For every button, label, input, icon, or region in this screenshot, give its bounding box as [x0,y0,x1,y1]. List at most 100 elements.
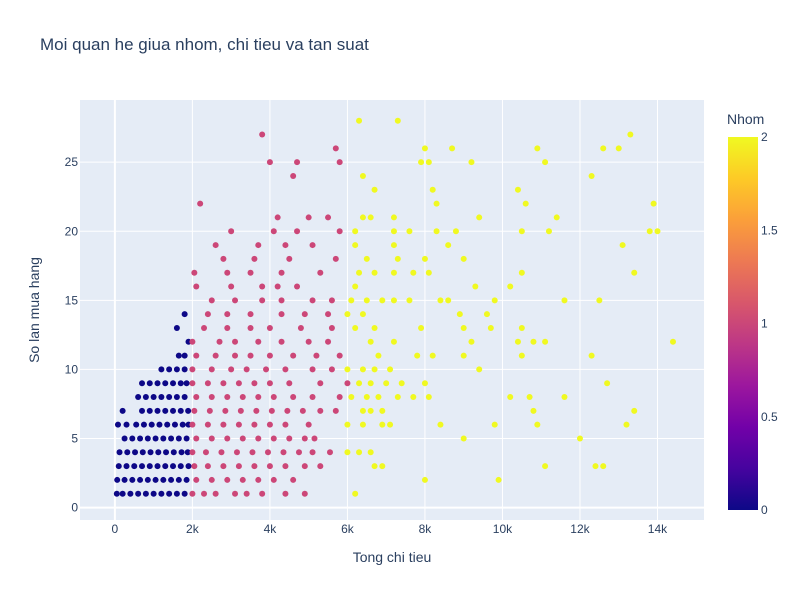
data-point [270,435,277,442]
data-point [255,242,262,249]
data-point [162,380,169,387]
x-tick-label: 10k [493,522,513,536]
chart-title: Moi quan he giua nhom, chi tieu va tan s… [40,35,369,54]
data-point [235,463,242,470]
data-point [476,214,483,221]
data-point [282,490,289,497]
data-point [371,186,378,193]
data-point [561,394,568,401]
data-point [363,297,370,304]
data-point [375,352,382,359]
data-point [270,476,277,483]
data-point [208,394,215,401]
data-point [235,380,242,387]
data-point [274,283,281,290]
data-point [183,435,190,442]
data-point [286,380,293,387]
data-point [247,311,254,318]
data-point [522,200,529,207]
data-point [359,421,366,428]
data-point [282,421,289,428]
data-point [139,407,146,414]
data-point [328,324,335,331]
data-point [394,394,401,401]
data-point [166,366,173,373]
data-point [294,159,301,166]
data-point [175,352,182,359]
data-point [344,311,351,318]
data-point [173,366,180,373]
data-point [121,435,128,442]
data-point [542,338,549,345]
data-point [239,476,246,483]
data-point [189,449,196,456]
data-point [295,449,302,456]
data-point [290,476,297,483]
data-point [344,449,351,456]
data-point [437,297,444,304]
data-point [123,463,130,470]
data-point [144,435,151,442]
data-point [379,421,386,428]
x-tick-label: 4k [264,522,278,536]
data-point [224,435,231,442]
data-point [160,435,167,442]
data-point [398,380,405,387]
data-point [266,421,273,428]
data-point [631,269,638,276]
data-point [189,338,196,345]
data-point [352,324,359,331]
y-tick-label: 15 [65,293,79,307]
data-point [491,297,498,304]
data-point [204,421,211,428]
data-point [379,463,386,470]
data-point [183,380,190,387]
data-point [185,463,192,470]
data-point [290,394,297,401]
data-point [255,476,262,483]
data-point [259,131,266,138]
data-point [328,366,335,373]
data-point [224,324,231,331]
colorbar-tick-label: 1.5 [761,223,778,237]
colorbar-title: Nhom [727,111,764,127]
data-point [476,366,483,373]
data-point [175,476,182,483]
data-point [282,242,289,249]
data-point [137,435,144,442]
data-point [542,159,549,166]
data-point [356,449,363,456]
data-point [253,407,260,414]
data-point [228,283,235,290]
data-point [201,324,208,331]
data-point [239,394,246,401]
data-point [460,352,467,359]
data-point [359,172,366,179]
data-point [232,490,239,497]
data-point [212,242,219,249]
data-point [113,490,120,497]
data-point [212,490,219,497]
data-point [204,380,211,387]
data-point [456,311,463,318]
data-point [259,297,266,304]
data-point [390,338,397,345]
data-point [274,214,281,221]
data-point [553,214,560,221]
data-point [534,145,541,152]
data-point [356,117,363,124]
data-point [144,476,151,483]
data-point [284,407,291,414]
data-point [297,324,304,331]
data-point [344,366,351,373]
data-point [233,449,240,456]
data-point [251,255,258,262]
data-point [390,297,397,304]
data-point [127,490,134,497]
data-point [137,476,144,483]
data-point [530,338,537,345]
x-tick-label: 14k [648,522,668,536]
data-point [220,421,227,428]
data-point [193,476,200,483]
data-point [202,449,209,456]
